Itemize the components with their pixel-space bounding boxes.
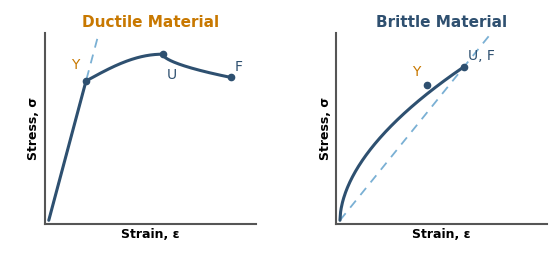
Text: Y: Y [412,65,421,79]
Y-axis label: Stress, σ: Stress, σ [27,97,41,160]
Title: Ductile Material: Ductile Material [81,15,219,30]
X-axis label: Strain, ε: Strain, ε [121,228,179,241]
Title: Brittle Material: Brittle Material [376,15,507,30]
Text: U, F: U, F [468,49,495,63]
Text: Y: Y [71,58,80,72]
Text: U: U [167,69,177,82]
X-axis label: Strain, ε: Strain, ε [412,228,470,241]
Text: F: F [235,60,243,74]
Y-axis label: Stress, σ: Stress, σ [319,97,331,160]
